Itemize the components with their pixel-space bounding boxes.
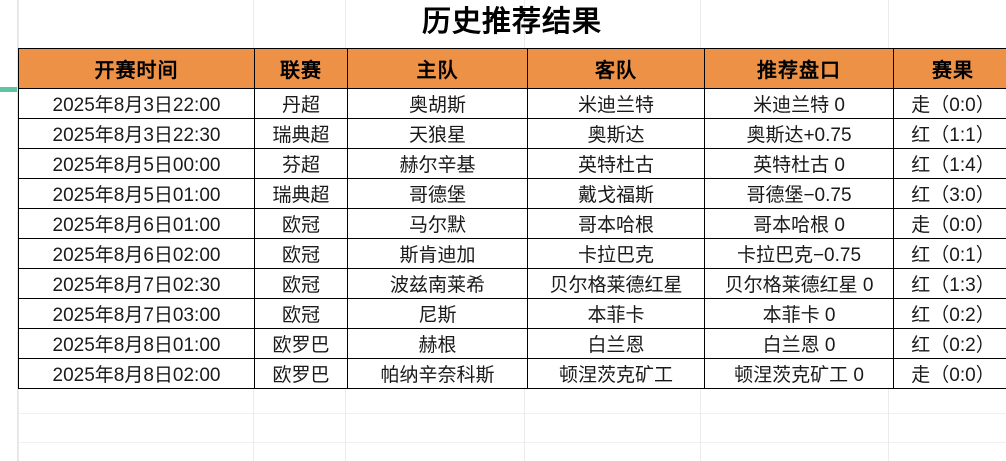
cell-time[interactable]: 2025年8月6日01:00 [18,208,255,239]
cell-result[interactable]: 红（1:1） [893,118,1006,149]
cell-away[interactable]: 卡拉巴克 [527,238,705,269]
column-header-result[interactable]: 赛果 [893,48,1006,89]
cell-away[interactable]: 英特杜古 [527,148,705,179]
cell-pick[interactable]: 本菲卡 0 [704,298,894,329]
cell-result[interactable]: 红（3:0） [893,178,1006,209]
cell-time[interactable]: 2025年8月5日01:00 [18,178,255,209]
cell-pick[interactable]: 米迪兰特 0 [704,88,894,119]
cell-away[interactable]: 戴戈福斯 [527,178,705,209]
cell-pick[interactable]: 奥斯达+0.75 [704,118,894,149]
cell-result[interactable]: 走（0:0） [893,88,1006,119]
table-row: 2025年8月8日01:00 欧罗巴 赫根 白兰恩 白兰恩 0 红（0:2） [18,328,1006,359]
table-row: 2025年8月8日02:00 欧罗巴 帕纳辛奈科斯 顿涅茨克矿工 顿涅茨克矿工 0 走（0… [18,358,1006,389]
column-header-league[interactable]: 联赛 [254,48,348,89]
grid-line-horizontal-3 [0,442,1006,443]
cell-home[interactable]: 奥胡斯 [347,88,528,119]
cell-away[interactable]: 贝尔格莱德红星 [527,268,705,299]
cell-away[interactable]: 哥本哈根 [527,208,705,239]
table-row: 2025年8月6日01:00 欧冠 马尔默 哥本哈根 哥本哈根 0 走（0:0） [18,208,1006,239]
cell-league[interactable]: 欧冠 [254,298,348,329]
cell-result[interactable]: 红（1:3） [893,268,1006,299]
cell-home[interactable]: 赫尔辛基 [347,148,528,179]
cell-time[interactable]: 2025年8月6日02:00 [18,238,255,269]
cell-league[interactable]: 芬超 [254,148,348,179]
cell-time[interactable]: 2025年8月8日02:00 [18,358,255,389]
table-row: 2025年8月6日02:00 欧冠 斯肯迪加 卡拉巴克 卡拉巴克−0.75 红（0:1） [18,238,1006,269]
cell-home[interactable]: 赫根 [347,328,528,359]
cell-league[interactable]: 欧罗巴 [254,358,348,389]
cell-pick[interactable]: 哥德堡−0.75 [704,178,894,209]
cell-away[interactable]: 米迪兰特 [527,88,705,119]
cell-time[interactable]: 2025年8月5日00:00 [18,148,255,179]
cell-result[interactable]: 红（0:2） [893,328,1006,359]
cell-pick[interactable]: 贝尔格莱德红星 0 [704,268,894,299]
cell-league[interactable]: 欧冠 [254,208,348,239]
cell-league[interactable]: 瑞典超 [254,118,348,149]
cell-away[interactable]: 顿涅茨克矿工 [527,358,705,389]
table-row: 2025年8月7日02:30 欧冠 波兹南莱希 贝尔格莱德红星 贝尔格莱德红星 0 红（1… [18,268,1006,299]
cell-home[interactable]: 天狼星 [347,118,528,149]
column-header-time[interactable]: 开赛时间 [18,48,255,89]
cell-pick[interactable]: 英特杜古 0 [704,148,894,179]
table-row: 2025年8月3日22:30 瑞典超 天狼星 奥斯达 奥斯达+0.75 红（1:1） [18,118,1006,149]
cell-pick[interactable]: 哥本哈根 0 [704,208,894,239]
cell-time[interactable]: 2025年8月7日03:00 [18,298,255,329]
cell-time[interactable]: 2025年8月7日02:30 [18,268,255,299]
column-header-pick[interactable]: 推荐盘口 [704,48,894,89]
table-row: 2025年8月5日00:00 芬超 赫尔辛基 英特杜古 英特杜古 0 红（1:4） [18,148,1006,179]
table-row: 2025年8月7日03:00 欧冠 尼斯 本菲卡 本菲卡 0 红（0:2） [18,298,1006,329]
cell-result[interactable]: 红（1:4） [893,148,1006,179]
cell-home[interactable]: 马尔默 [347,208,528,239]
cell-result[interactable]: 红（0:1） [893,238,1006,269]
table-header-row: 开赛时间 联赛 主队 客队 推荐盘口 赛果 [18,48,1006,89]
table-row: 2025年8月3日22:00 丹超 奥胡斯 米迪兰特 米迪兰特 0 走（0:0） [18,88,1006,119]
row-header-gutter[interactable] [0,0,18,461]
cell-home[interactable]: 帕纳辛奈科斯 [347,358,528,389]
cell-away[interactable]: 白兰恩 [527,328,705,359]
cell-result[interactable]: 红（0:2） [893,298,1006,329]
cell-pick[interactable]: 白兰恩 0 [704,328,894,359]
cell-pick[interactable]: 顿涅茨克矿工 0 [704,358,894,389]
cell-league[interactable]: 欧罗巴 [254,328,348,359]
cell-home[interactable]: 波兹南莱希 [347,268,528,299]
cell-league[interactable]: 丹超 [254,88,348,119]
cell-home[interactable]: 尼斯 [347,298,528,329]
cell-home[interactable]: 哥德堡 [347,178,528,209]
selection-marker [0,87,17,92]
cell-away[interactable]: 本菲卡 [527,298,705,329]
cell-home[interactable]: 斯肯迪加 [347,238,528,269]
table-body: 2025年8月3日22:00 丹超 奥胡斯 米迪兰特 米迪兰特 0 走（0:0） 2025年… [18,88,1006,389]
table-row: 2025年8月5日01:00 瑞典超 哥德堡 戴戈福斯 哥德堡−0.75 红（3:0） [18,178,1006,209]
cell-league[interactable]: 瑞典超 [254,178,348,209]
cell-time[interactable]: 2025年8月8日01:00 [18,328,255,359]
page-title: 历史推荐结果 [421,6,602,38]
cell-pick[interactable]: 卡拉巴克−0.75 [704,238,894,269]
cell-away[interactable]: 奥斯达 [527,118,705,149]
cell-league[interactable]: 欧冠 [254,238,348,269]
grid-line-horizontal-2 [0,413,1006,414]
cell-result[interactable]: 走（0:0） [893,208,1006,239]
cell-time[interactable]: 2025年8月3日22:00 [18,88,255,119]
cell-result[interactable]: 走（0:0） [893,358,1006,389]
column-header-home[interactable]: 主队 [347,48,528,89]
column-header-away[interactable]: 客队 [527,48,705,89]
cell-time[interactable]: 2025年8月3日22:30 [18,118,255,149]
cell-league[interactable]: 欧冠 [254,268,348,299]
history-results-table: 开赛时间 联赛 主队 客队 推荐盘口 赛果 2025年8月3日22:00 丹超 奥胡… [18,48,1006,389]
